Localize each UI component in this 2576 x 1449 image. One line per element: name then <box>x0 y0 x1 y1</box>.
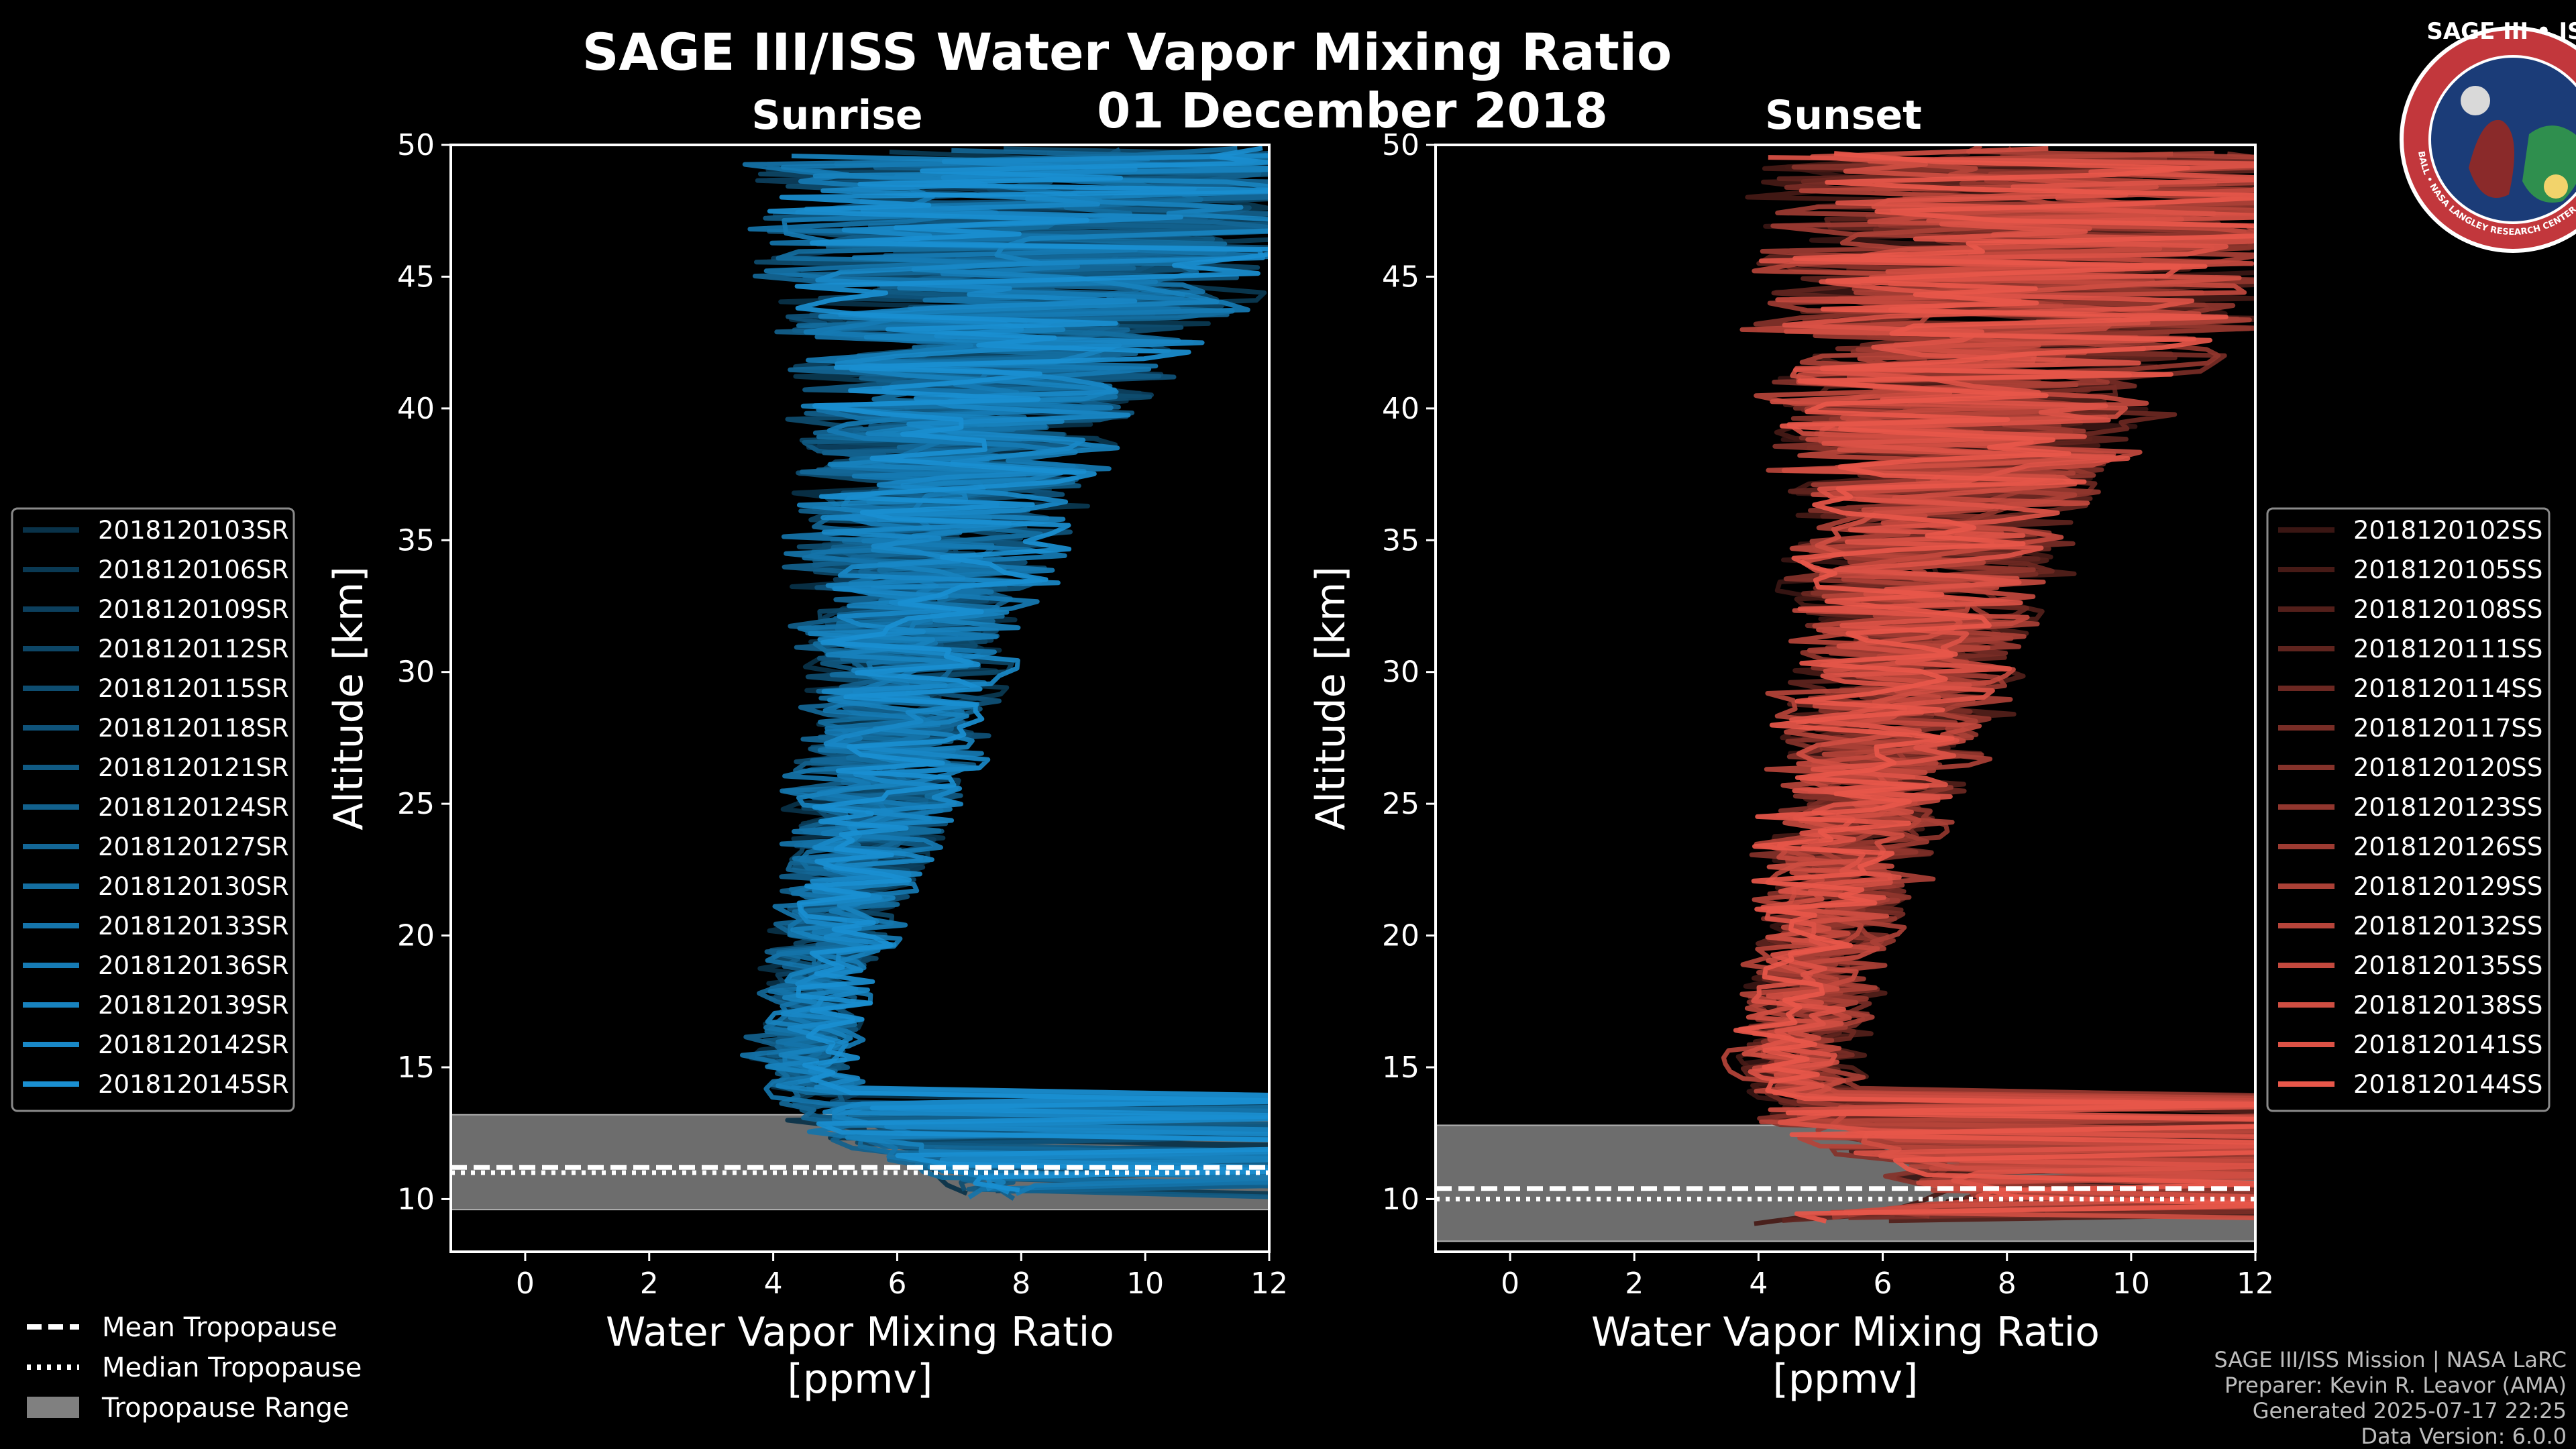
legend-entry: 2018120111SS <box>2353 635 2542 663</box>
legend-entry: 2018120117SS <box>2353 714 2542 743</box>
x-tick-label: 10 <box>1126 1267 1164 1301</box>
legend-entry: 2018120114SS <box>2353 674 2542 703</box>
median-tropopause-label: Median Tropopause <box>102 1352 362 1383</box>
logo-moon <box>2461 86 2490 115</box>
logo-sun <box>2544 174 2568 199</box>
sunset-profiles <box>1721 145 2255 1226</box>
sunrise-axes-frame <box>449 144 1271 1253</box>
legend-entry: 2018120124SR <box>98 793 289 822</box>
y-tick-label: 25 <box>397 787 435 821</box>
legend-entry: 2018120141SS <box>2353 1030 2542 1059</box>
x-tick-label: 0 <box>516 1267 535 1301</box>
legend-entry: 2018120133SR <box>98 912 289 941</box>
legend-entry: 2018120103SR <box>98 516 289 545</box>
y-tick-label: 45 <box>1382 260 1419 294</box>
tropopause-legend: Mean Tropopause Median Tropopause Tropop… <box>27 1312 362 1424</box>
x-tick-label: 2 <box>640 1267 659 1301</box>
mean-tropopause-label: Mean Tropopause <box>102 1312 337 1343</box>
credits: SAGE III/ISS Mission | NASA LaRC Prepare… <box>2214 1347 2567 1449</box>
x-tick-label: 4 <box>1749 1267 1768 1301</box>
sunrise-x-axis-label: Water Vapor Mixing Ratio [ppmv] <box>606 1309 1114 1403</box>
credit-mission: SAGE III/ISS Mission | NASA LaRC <box>2214 1347 2567 1373</box>
x-tick-label: 8 <box>1012 1267 1030 1301</box>
legend-entry: 2018120123SS <box>2353 793 2542 822</box>
x-tick-label: 6 <box>1874 1267 1892 1301</box>
sunrise-panel: 0 2 4 6 8 10 12 10 15 20 25 30 35 40 45 50 Water Vapor M… <box>11 128 1288 1403</box>
credit-generated: Generated 2025-07-17 22:25 <box>2253 1398 2567 1424</box>
legend-entry: 2018120112SR <box>98 635 289 663</box>
y-tick-label: 25 <box>1382 787 1419 821</box>
legend-entry: 2018120126SS <box>2353 833 2542 861</box>
tropopause-range-swatch <box>27 1397 79 1418</box>
y-tick-label: 40 <box>397 392 435 426</box>
y-tick-label: 10 <box>397 1182 435 1216</box>
sunset-y-axis-label: Altitude [km] <box>1307 566 1354 830</box>
y-tick-label: 50 <box>1382 128 1419 162</box>
profile-line <box>780 156 1269 1196</box>
y-tick-label: 35 <box>1382 523 1419 557</box>
tropopause-range-label: Tropopause Range <box>101 1393 350 1424</box>
sage-iii-iss-logo: SAGE III • ISS BALL • NASA LANGLEY RESEA… <box>2400 18 2576 253</box>
credit-data-version: Data Version: 6.0.0 <box>2361 1424 2567 1449</box>
sunrise-y-axis-label: Altitude [km] <box>325 566 372 830</box>
figure-title: SAGE III/ISS Water Vapor Mixing Ratio <box>582 22 1672 82</box>
legend-entry: 2018120115SR <box>98 674 289 703</box>
y-tick-label: 20 <box>1382 919 1419 953</box>
legend-entry: 2018120145SR <box>98 1070 289 1099</box>
logo-title: SAGE III • ISS <box>2426 18 2576 45</box>
y-tick-label: 45 <box>397 260 435 294</box>
y-tick-label: 50 <box>397 128 435 162</box>
sunset-legend-box <box>2266 507 2551 1112</box>
legend-entry: 2018120130SR <box>98 872 289 901</box>
legend-entry: 2018120142SR <box>98 1030 289 1059</box>
legend-entry: 2018120129SS <box>2353 872 2542 901</box>
x-tick-label: 0 <box>1501 1267 1519 1301</box>
legend-entry: 2018120102SS <box>2353 516 2542 545</box>
legend-entry: 2018120109SR <box>98 595 289 624</box>
legend-entry: 2018120108SS <box>2353 595 2542 624</box>
sunset-x-axis-label: Water Vapor Mixing Ratio [ppmv] <box>1591 1309 2100 1403</box>
x-tick-label: 6 <box>888 1267 906 1301</box>
y-tick-label: 30 <box>397 655 435 690</box>
legend-entry: 2018120144SS <box>2353 1070 2542 1099</box>
sunset-series-legend: 2018120102SS 2018120105SS 2018120108SS 2018… <box>2266 507 2551 1112</box>
x-tick-label: 12 <box>2237 1267 2274 1301</box>
sunset-panel: 0 2 4 6 8 10 12 10 15 20 25 30 35 40 45 50 Water Vapor M… <box>1307 128 2551 1403</box>
legend-entry: 2018120120SS <box>2353 753 2542 782</box>
legend-entry: 2018120127SR <box>98 833 289 861</box>
legend-entry: 2018120105SS <box>2353 555 2542 584</box>
x-tick-label: 2 <box>1625 1267 1644 1301</box>
sunrise-subtitle: Sunrise <box>751 92 922 139</box>
y-tick-label: 15 <box>397 1051 435 1085</box>
y-tick-label: 10 <box>1382 1182 1419 1216</box>
y-tick-label: 20 <box>397 919 435 953</box>
legend-entry: 2018120136SR <box>98 951 289 980</box>
legend-entry: 2018120106SR <box>98 555 289 584</box>
x-tick-label: 8 <box>1998 1267 2017 1301</box>
y-tick-label: 15 <box>1382 1051 1419 1085</box>
legend-entry: 2018120121SR <box>98 753 289 782</box>
x-tick-label: 10 <box>2112 1267 2150 1301</box>
legend-entry: 2018120118SR <box>98 714 289 743</box>
x-tick-label: 12 <box>1250 1267 1288 1301</box>
y-tick-label: 40 <box>1382 392 1419 426</box>
legend-entry: 2018120138SS <box>2353 991 2542 1020</box>
sunrise-series-legend: 2018120103SR 2018120106SR 2018120109SR 2018… <box>11 507 295 1112</box>
profile-line <box>1733 151 2255 1224</box>
legend-entry: 2018120132SS <box>2353 912 2542 941</box>
sunset-subtitle: Sunset <box>1765 92 1922 139</box>
y-tick-label: 30 <box>1382 655 1419 690</box>
legend-entry: 2018120135SS <box>2353 951 2542 980</box>
legend-entry: 2018120139SR <box>98 991 289 1020</box>
x-tick-label: 4 <box>764 1267 783 1301</box>
sunrise-profiles <box>740 146 1269 1201</box>
sunrise-legend-box <box>11 507 295 1112</box>
date-label: 01 December 2018 <box>1097 83 1608 139</box>
y-tick-label: 35 <box>397 523 435 557</box>
profile-line <box>767 146 1269 1193</box>
logo-figure <box>2469 119 2514 198</box>
credit-preparer: Preparer: Kevin R. Leavor (AMA) <box>2224 1373 2567 1398</box>
sunset-axes-frame <box>1434 144 2257 1253</box>
